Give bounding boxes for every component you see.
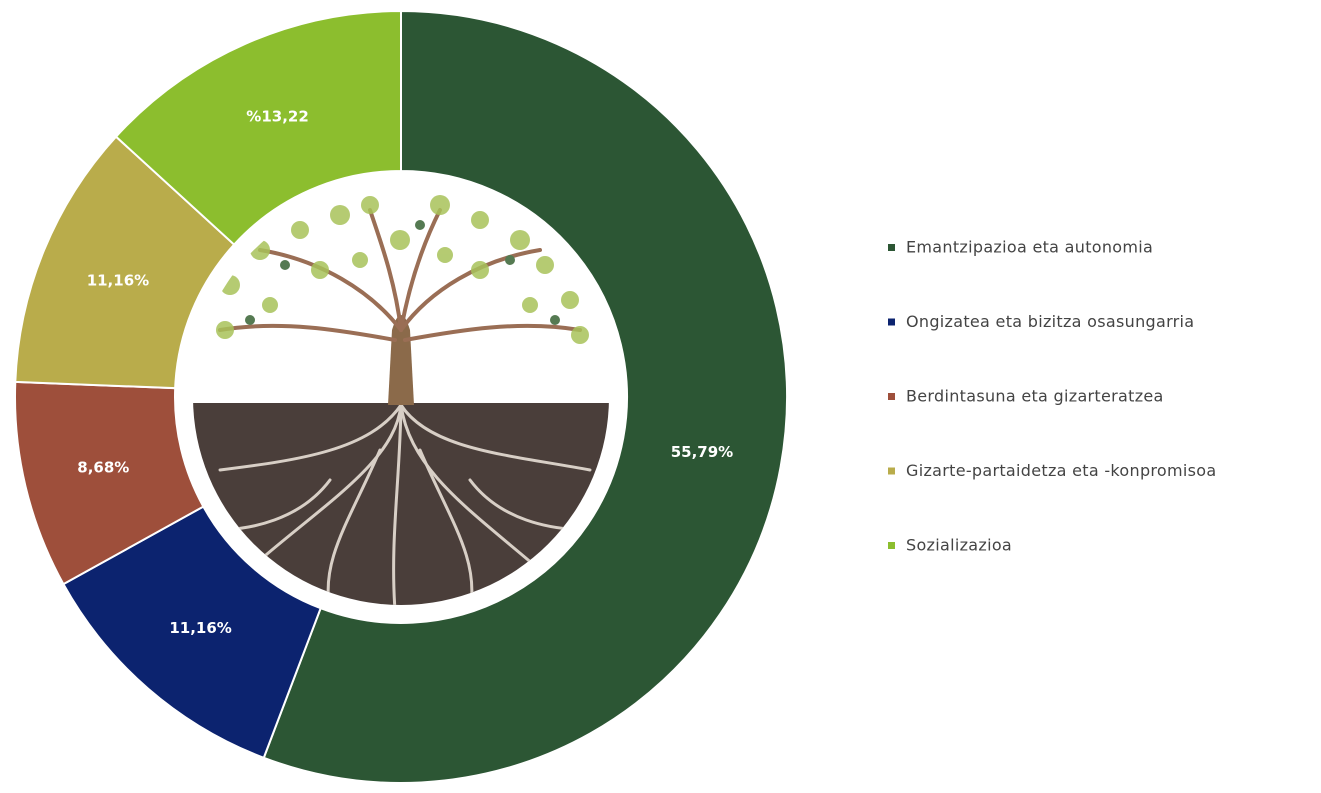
legend: Emantzipazioa eta autonomia Ongizatea eta… — [888, 238, 1216, 555]
legend-swatch — [888, 467, 895, 475]
legend-swatch — [888, 244, 895, 251]
legend-label: Gizarte-partaidetza eta -konpromisoa — [906, 461, 1216, 480]
data-label: 55,79% — [671, 443, 733, 461]
legend-label: Sozializazioa — [906, 536, 1012, 555]
data-label: 11,16% — [87, 271, 149, 289]
legend-swatch — [888, 542, 895, 549]
legend-label: Ongizatea eta bizitza osasungarria — [906, 312, 1194, 331]
legend-swatch — [888, 393, 895, 400]
data-label: 8,68% — [77, 458, 129, 476]
legend-label: Emantzipazioa eta autonomia — [906, 238, 1153, 257]
data-label: %13,22 — [246, 108, 308, 126]
legend-swatch — [888, 318, 895, 326]
data-label: 11,16% — [169, 619, 231, 637]
legend-label: Berdintasuna eta gizarteratzea — [906, 387, 1164, 406]
